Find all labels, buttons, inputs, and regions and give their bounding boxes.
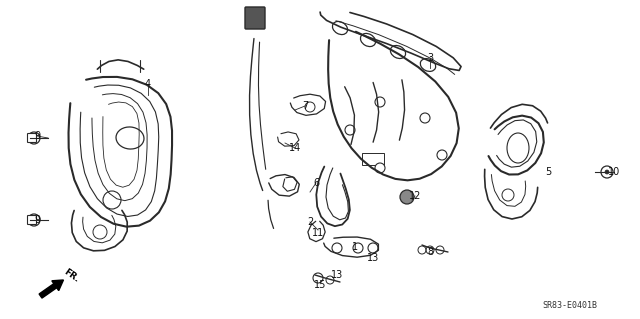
Text: 4: 4 [145,79,151,89]
Text: 10: 10 [608,167,620,177]
Circle shape [420,113,430,123]
Text: 7: 7 [302,101,308,111]
Circle shape [375,97,385,107]
Text: 14: 14 [289,143,301,153]
Bar [362,153,384,165]
Circle shape [375,163,385,173]
Text: 12: 12 [409,191,421,201]
Text: 5: 5 [545,167,551,177]
Circle shape [437,150,447,160]
Circle shape [32,136,36,140]
FancyBboxPatch shape [28,216,36,225]
Circle shape [28,132,40,144]
FancyBboxPatch shape [245,7,265,29]
FancyArrow shape [39,280,63,298]
Text: 1: 1 [352,242,358,252]
Circle shape [28,214,40,226]
Circle shape [345,125,355,135]
Circle shape [605,170,609,174]
Circle shape [601,166,613,178]
FancyBboxPatch shape [28,133,36,143]
Text: 15: 15 [314,280,326,290]
Text: FR.: FR. [62,267,81,284]
Text: 9: 9 [34,215,40,225]
Text: 3: 3 [427,53,433,63]
Text: 11: 11 [312,228,324,238]
Circle shape [400,190,414,204]
Text: 2: 2 [307,217,313,227]
Text: 9: 9 [34,131,40,141]
Text: 6: 6 [313,178,319,188]
Text: 13: 13 [331,270,343,280]
Text: 13: 13 [367,253,379,263]
Text: 8: 8 [427,247,433,257]
Text: SR83-E0401B: SR83-E0401B [543,300,598,309]
Circle shape [32,218,36,222]
